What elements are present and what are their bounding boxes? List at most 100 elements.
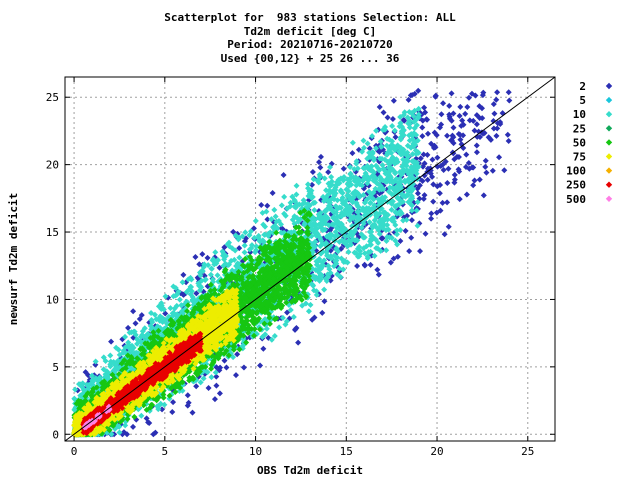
title-line-1: Scatterplot for 983 stations Selection: … bbox=[164, 11, 456, 24]
scatter-point bbox=[444, 199, 451, 206]
scatter-point bbox=[471, 127, 478, 134]
scatter-point bbox=[373, 145, 380, 152]
scatter-point bbox=[392, 134, 399, 141]
scatter-point bbox=[448, 90, 455, 97]
scatter-point bbox=[444, 179, 451, 186]
scatter-point bbox=[340, 165, 347, 172]
scatter-point bbox=[221, 357, 228, 364]
scatter-point bbox=[439, 199, 446, 206]
scatter-point bbox=[430, 198, 437, 205]
title-line-4: Used {00,12} + 25 26 ... 36 bbox=[220, 51, 400, 65]
scatter-point bbox=[404, 212, 411, 219]
scatter-point bbox=[506, 97, 513, 104]
scatter-point bbox=[420, 151, 427, 158]
scatter-point bbox=[366, 145, 373, 152]
scatter-point bbox=[457, 103, 464, 110]
scatter-point bbox=[470, 182, 477, 189]
scatter-point bbox=[351, 249, 358, 256]
scatter-point bbox=[311, 207, 318, 214]
scatter-point bbox=[462, 110, 469, 117]
scatter-point bbox=[446, 111, 453, 118]
scatter-point bbox=[211, 396, 218, 403]
scatter-point bbox=[433, 209, 440, 216]
scatter-point bbox=[185, 399, 192, 406]
scatter-point bbox=[501, 167, 508, 174]
scatter-point bbox=[505, 89, 512, 96]
scatter-point bbox=[334, 271, 341, 278]
scatter-point bbox=[284, 309, 291, 316]
scatter-point bbox=[494, 125, 501, 132]
scatter-point bbox=[192, 254, 199, 261]
scatter-point bbox=[305, 308, 312, 315]
scatter-point bbox=[325, 169, 332, 176]
title-line-2: Td2m deficit [deg C] bbox=[243, 24, 377, 38]
scatter-point bbox=[427, 165, 434, 172]
scatter-point bbox=[428, 210, 435, 217]
scatter-point bbox=[125, 324, 132, 331]
scatter-point bbox=[414, 222, 421, 229]
scatter-point bbox=[441, 231, 448, 238]
scatter-point bbox=[393, 231, 400, 238]
scatter-point bbox=[438, 121, 445, 128]
scatter-point bbox=[317, 153, 324, 160]
scatter-point bbox=[465, 94, 472, 101]
scatter-point bbox=[456, 196, 463, 203]
scatter-point bbox=[293, 182, 300, 189]
scatter-point bbox=[470, 117, 477, 124]
scatter-point bbox=[321, 286, 328, 293]
scatter-point bbox=[417, 248, 424, 255]
scatter-point bbox=[493, 132, 500, 139]
scatter-point bbox=[446, 102, 453, 109]
scatter-point bbox=[108, 431, 115, 438]
scatter-point bbox=[419, 117, 426, 124]
scatter-point bbox=[450, 110, 457, 117]
scatter-point bbox=[458, 122, 465, 129]
scatter-point bbox=[493, 96, 500, 103]
scatter-point bbox=[383, 238, 390, 245]
scatter-point bbox=[480, 192, 487, 199]
scatter-point bbox=[470, 164, 477, 171]
scatter-point bbox=[360, 137, 367, 144]
scatter-point bbox=[471, 177, 478, 184]
scatter-point bbox=[122, 422, 129, 429]
scatter-point bbox=[136, 315, 143, 322]
scatter-point bbox=[327, 277, 334, 284]
scatter-point bbox=[419, 163, 426, 170]
scatter-point bbox=[476, 103, 483, 110]
scatter-point bbox=[397, 238, 404, 245]
scatter-point bbox=[432, 144, 439, 151]
scatter-point bbox=[464, 103, 471, 110]
scatter-point bbox=[354, 263, 361, 270]
scatter-point bbox=[179, 279, 186, 286]
scatter-point bbox=[420, 195, 427, 202]
scatter-point bbox=[414, 199, 421, 206]
scatter-point bbox=[208, 374, 215, 381]
scatter-point bbox=[400, 116, 407, 123]
scatter-point bbox=[213, 373, 220, 380]
scatter-point bbox=[440, 167, 447, 174]
scatter-point bbox=[450, 124, 457, 131]
chart-title: Scatterplot for 983 stations Selection: … bbox=[0, 11, 620, 65]
scatter-point bbox=[482, 157, 489, 164]
scatter-point bbox=[463, 151, 470, 158]
scatter-point bbox=[438, 111, 445, 118]
scatter-point bbox=[234, 351, 241, 358]
scatter-point bbox=[216, 390, 223, 397]
scatter-point bbox=[269, 189, 276, 196]
scatter-point bbox=[264, 216, 271, 223]
scatter-point bbox=[481, 129, 488, 136]
scatter-point bbox=[316, 159, 323, 166]
scatter-point bbox=[408, 217, 415, 224]
scatter-point bbox=[373, 127, 380, 134]
scatter-point bbox=[463, 191, 470, 198]
scatter-point bbox=[180, 271, 187, 278]
scatter-point bbox=[494, 89, 501, 96]
scatter-point bbox=[327, 227, 334, 234]
scatter-point bbox=[473, 149, 480, 156]
scatter-point bbox=[290, 313, 297, 320]
scatter-point bbox=[405, 96, 412, 103]
scatter-point bbox=[504, 131, 511, 138]
scatter-point bbox=[257, 362, 264, 369]
scatter-point bbox=[375, 271, 382, 278]
